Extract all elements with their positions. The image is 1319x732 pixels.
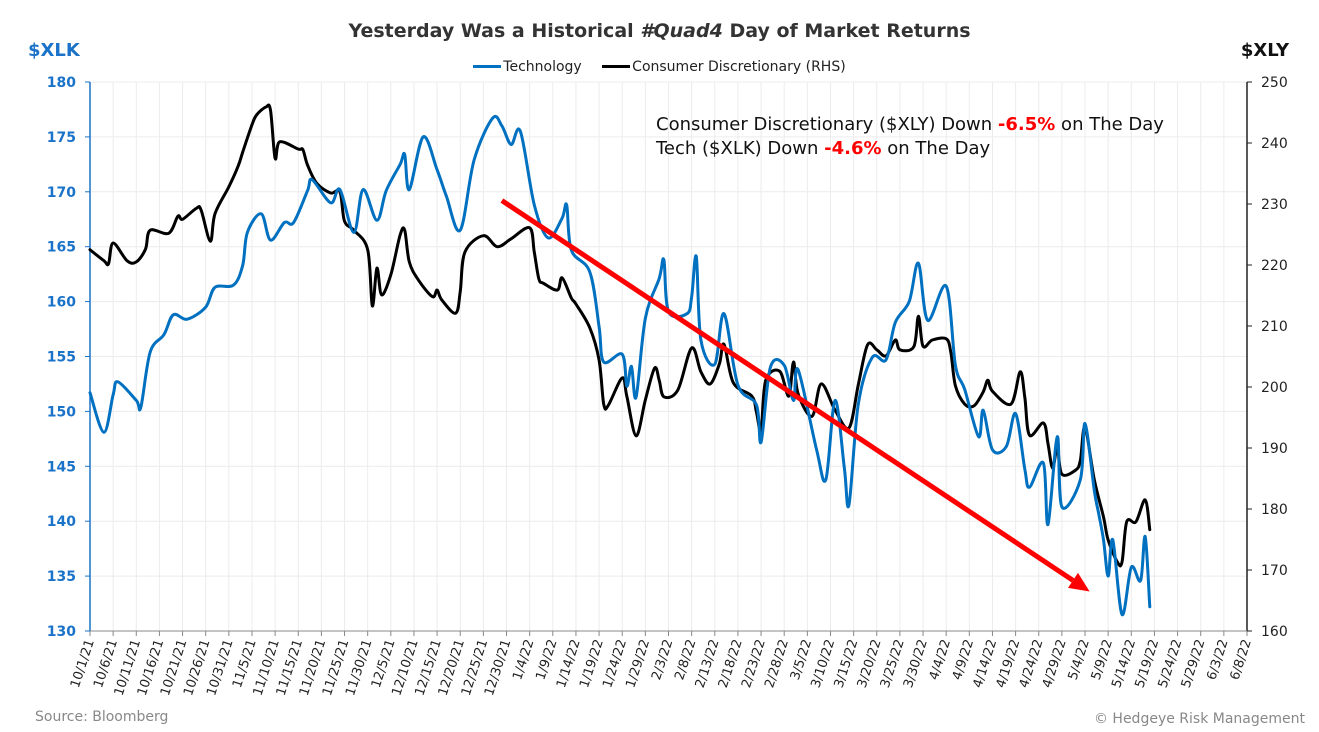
legend: Technology Consumer Discretionary (RHS) <box>0 56 1319 75</box>
y-right-tick-label: 190 <box>1261 441 1288 457</box>
y-left-tick-label: 165 <box>47 240 76 256</box>
title-hashtag: #Quad4 <box>640 20 723 42</box>
trend-arrow-head <box>1068 572 1090 592</box>
y-left-tick-label: 135 <box>47 569 76 585</box>
y-left-tick-label: 145 <box>47 459 76 475</box>
copyright-note: © Hedgeye Risk Management <box>1093 711 1305 727</box>
y-left-tick-label: 140 <box>47 514 76 530</box>
y-left-tick-label: 175 <box>47 130 76 146</box>
annotation-text: on The Day <box>1055 114 1164 135</box>
legend-swatch-technology <box>473 65 502 68</box>
annotation-value-xly: -6.5% <box>997 114 1056 135</box>
y-left-tick-label: 180 <box>47 75 76 91</box>
series-line-consumer-discretionary <box>88 103 1152 568</box>
left-axis-label: $XLK <box>28 40 80 61</box>
legend-label: Consumer Discretionary (RHS) <box>632 58 846 75</box>
y-left-tick-label: 170 <box>47 185 76 201</box>
y-left-tick-label: 130 <box>47 624 76 640</box>
annotation-line-2: Tech ($XLK) Down -4.6% on The Day <box>656 137 1164 161</box>
annotation: Consumer Discretionary ($XLY) Down -6.5%… <box>656 113 1164 161</box>
y-right-tick-label: 240 <box>1261 136 1288 152</box>
y-right-tick-label: 200 <box>1261 380 1288 396</box>
right-axis-label: $XLY <box>1240 40 1289 61</box>
title-text: Yesterday Was a Historical <box>348 20 641 42</box>
chart-title: Yesterday Was a Historical #Quad4 Day of… <box>0 20 1319 42</box>
y-right-tick-label: 210 <box>1261 319 1288 335</box>
annotation-value-xlk: -4.6% <box>824 138 882 159</box>
trend-arrow-line <box>500 198 1075 583</box>
annotation-text: Tech ($XLK) Down <box>656 138 825 159</box>
legend-swatch-consumer-discretionary <box>602 65 631 68</box>
y-right-tick-label: 160 <box>1261 624 1288 640</box>
source-note: Source: Bloomberg <box>35 709 169 725</box>
legend-item-consumer-discretionary: Consumer Discretionary (RHS) <box>602 59 846 75</box>
y-right-tick-label: 220 <box>1261 258 1288 274</box>
y-right-tick-label: 230 <box>1261 197 1288 213</box>
y-right-tick-label: 250 <box>1261 75 1288 91</box>
annotation-text: Consumer Discretionary ($XLY) Down <box>656 114 998 135</box>
x-tick-label: 6/8/22 <box>1228 638 1255 682</box>
y-right-tick-label: 170 <box>1261 563 1288 579</box>
series-line-technology <box>88 114 1152 617</box>
y-left-tick-label: 160 <box>47 295 76 311</box>
annotation-text: on The Day <box>881 138 991 159</box>
y-left-tick-label: 150 <box>47 404 76 420</box>
title-text-end: Day of Market Returns <box>722 20 971 42</box>
y-right-tick-label: 180 <box>1261 502 1288 518</box>
legend-label: Technology <box>503 58 582 75</box>
annotation-line-1: Consumer Discretionary ($XLY) Down -6.5%… <box>656 113 1164 137</box>
y-left-tick-label: 155 <box>47 350 76 366</box>
legend-item-technology: Technology <box>473 58 582 75</box>
